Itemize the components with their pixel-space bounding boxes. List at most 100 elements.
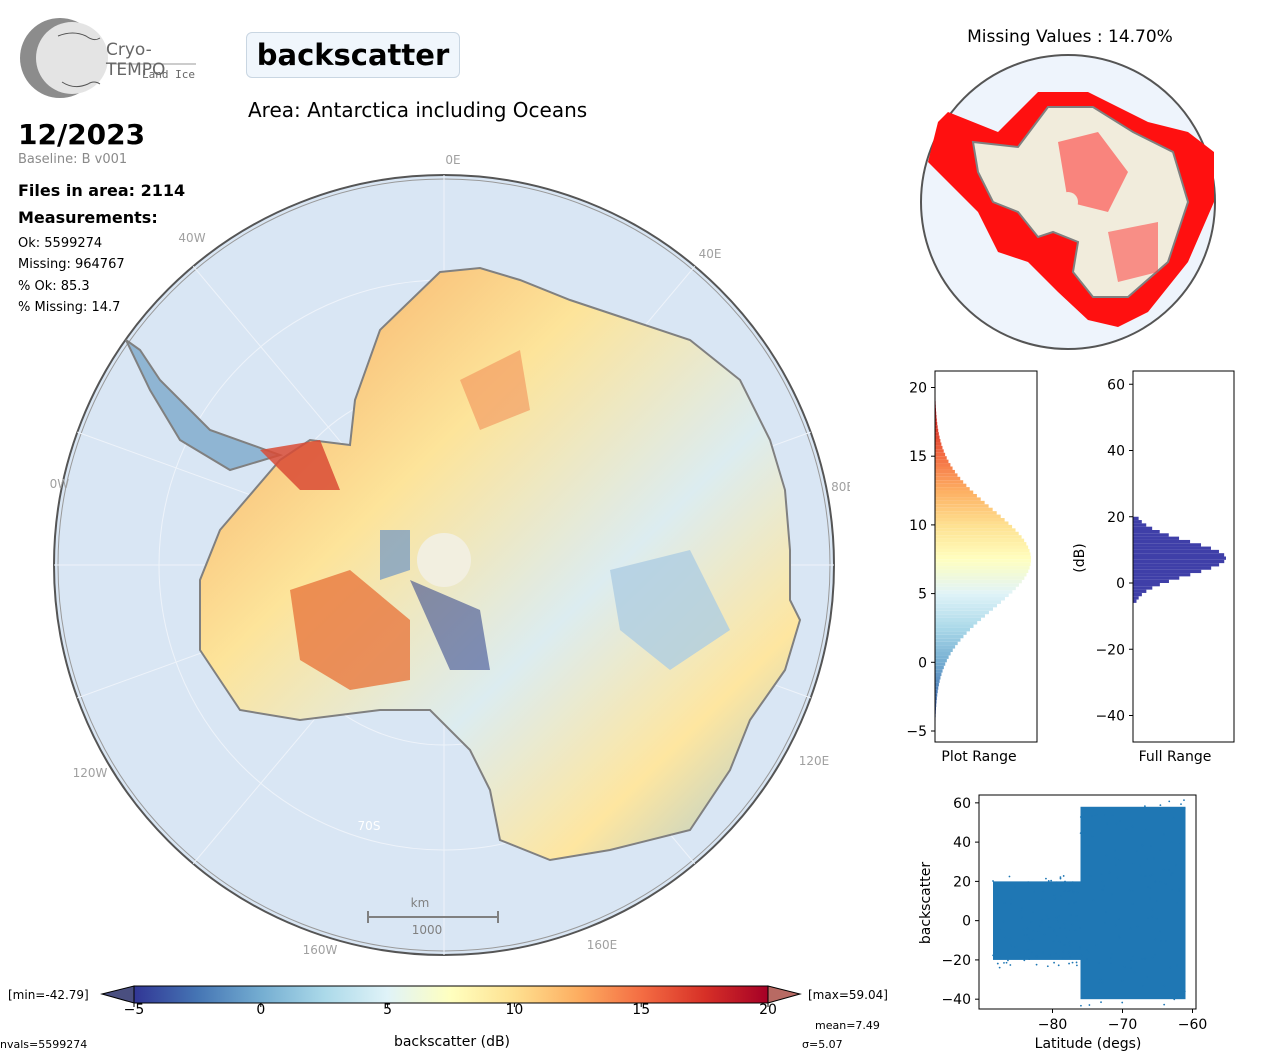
- histogram-bar: [935, 452, 946, 457]
- scatter-point: [1069, 929, 1072, 932]
- scatter-point: [1072, 891, 1075, 894]
- scatter-point: [1075, 961, 1078, 964]
- scatter-point: [1109, 962, 1112, 965]
- scatter-point: [1114, 849, 1116, 852]
- scatter-point: [1045, 877, 1047, 880]
- plot-range-label: Plot Range: [941, 749, 1016, 765]
- scatter-point: [1031, 951, 1033, 954]
- baseline-label: Baseline: B v001: [18, 152, 128, 167]
- histogram-bar: [935, 545, 1029, 549]
- scatter-point: [1059, 927, 1061, 930]
- y-tick-label: −40: [941, 992, 971, 1008]
- histogram-bar: [935, 700, 937, 704]
- scatter-points: [993, 881, 1081, 960]
- scatter-point: [1080, 1004, 1082, 1007]
- scatter-point: [1064, 880, 1066, 883]
- scatter-point: [1133, 971, 1136, 974]
- colorbar-tick-label: 0: [256, 1002, 265, 1014]
- scatter-point: [1087, 951, 1090, 954]
- scatter-point: [1100, 1001, 1102, 1004]
- scatter-point: [1123, 965, 1126, 968]
- scatter-point: [1053, 961, 1055, 964]
- scatter-point: [1040, 921, 1043, 924]
- scatter-point: [1086, 854, 1089, 857]
- scatter-point: [1003, 902, 1006, 904]
- scatter-point: [1046, 965, 1049, 968]
- scatter-point: [998, 966, 1001, 969]
- histogram-bar: [935, 528, 1016, 532]
- scatter-point: [1047, 918, 1050, 921]
- scatter-point: [1013, 886, 1016, 888]
- scatter-point: [1180, 803, 1182, 806]
- scatter-point: [1071, 923, 1074, 926]
- histogram-bar: [935, 679, 940, 683]
- colorbar-tick-label: 10: [505, 1002, 523, 1014]
- histogram-bar: [935, 593, 1009, 598]
- scatter-point: [1055, 916, 1058, 919]
- histogram-bar: [935, 607, 993, 611]
- scatter-point: [1062, 950, 1065, 953]
- scatter-point: [1021, 916, 1023, 919]
- scatter-point: [1159, 930, 1161, 933]
- histogram-bar: [935, 538, 1025, 543]
- histogram-bar: [1133, 586, 1153, 590]
- lon-label-40w: 40W: [178, 231, 205, 245]
- scatter-point: [1072, 901, 1075, 904]
- scatter-point: [1043, 933, 1046, 936]
- scatter-point: [1178, 890, 1180, 892]
- scatter-point: [1104, 813, 1106, 816]
- histogram-bar: [1133, 523, 1147, 527]
- histogram-bar: [935, 432, 939, 436]
- x-tick-label: −60: [1178, 1017, 1208, 1033]
- scatter-point: [1055, 883, 1058, 886]
- histogram-bar: [935, 459, 949, 464]
- scatter-point: [1163, 833, 1165, 836]
- scatter-point: [1023, 934, 1025, 937]
- y-tick-label: −5: [906, 724, 927, 740]
- scatter-point: [1022, 928, 1025, 931]
- histogram-bar: [935, 449, 944, 453]
- scatter-point: [1131, 903, 1134, 905]
- scatter-point: [996, 962, 999, 965]
- scatter-point: [1155, 918, 1158, 920]
- scatter-point: [1032, 938, 1035, 941]
- lat-label-70s: 70S: [358, 819, 381, 833]
- colorbar-tick-label: 5: [383, 1002, 392, 1014]
- histogram-bar: [935, 706, 937, 711]
- histogram-bar: [935, 569, 1029, 573]
- scatter-point: [1003, 961, 1005, 964]
- full-range-ylabel: (dB): [1072, 543, 1088, 572]
- histogram-bar: [935, 555, 1031, 560]
- scatter-point: [992, 954, 995, 957]
- measurements-heading: Measurements:: [18, 208, 158, 227]
- scatter-point: [1076, 891, 1079, 894]
- scatter-point: [1175, 864, 1177, 867]
- scatter-point: [1074, 929, 1077, 932]
- histogram-bar: [935, 552, 1031, 556]
- histogram-bar: [935, 497, 981, 501]
- scatter-point: [1038, 925, 1041, 927]
- scatter-point: [1079, 946, 1082, 948]
- y-tick-label: 0: [1116, 576, 1125, 592]
- scatter-point: [1063, 890, 1066, 893]
- histogram-bar: [935, 627, 970, 632]
- scatter-point: [1059, 877, 1062, 880]
- scatter-point: [1095, 944, 1098, 946]
- scatter-point: [1125, 828, 1128, 831]
- scatter-point: [1173, 998, 1176, 1001]
- scatter-point: [1068, 955, 1071, 958]
- histogram-bar: [935, 703, 937, 707]
- scatter-point: [1027, 881, 1030, 884]
- scatter-point: [1103, 885, 1106, 887]
- scatter-point: [1150, 844, 1153, 847]
- scatter-point: [1115, 864, 1117, 866]
- histogram-bar: [935, 559, 1031, 563]
- scatter-point: [1071, 881, 1074, 884]
- scatter-point: [1165, 939, 1167, 942]
- histogram-bar: [1133, 546, 1211, 550]
- scatter-point: [1158, 849, 1161, 852]
- scatter-point: [1149, 897, 1151, 900]
- histogram-bar: [935, 521, 1009, 525]
- scatter-point: [1092, 808, 1095, 811]
- histogram-bar: [1133, 592, 1142, 597]
